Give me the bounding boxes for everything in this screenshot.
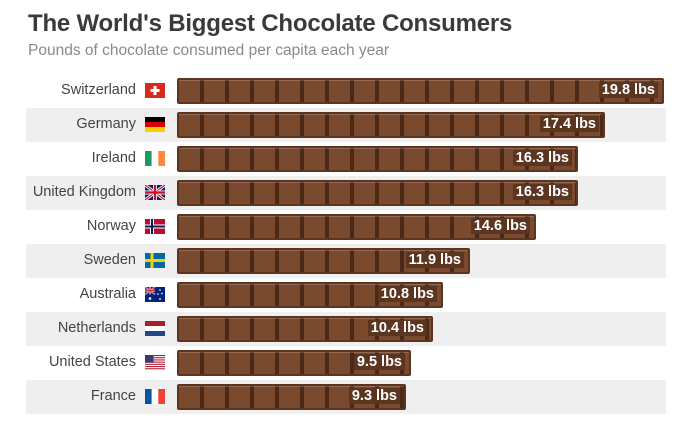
chocolate-bar: 16.3 lbs (177, 180, 578, 206)
chocolate-squares (179, 80, 662, 102)
united-kingdom-flag-icon (144, 183, 166, 202)
chocolate-squares (179, 216, 534, 238)
chocolate-squares (179, 284, 441, 306)
chocolate-bar: 10.4 lbs (177, 316, 433, 342)
value-label: 14.6 lbs (470, 218, 530, 234)
category-label: Sweden (83, 252, 136, 268)
value-label: 17.4 lbs (539, 116, 599, 132)
chocolate-squares (179, 148, 576, 170)
chocolate-squares (179, 114, 603, 136)
ireland-flag-icon (145, 151, 165, 166)
chart-row: Netherlands 10.4 lbs (26, 312, 666, 346)
chocolate-bar: 19.8 lbs (177, 78, 664, 104)
value-label: 16.3 lbs (512, 150, 572, 166)
chocolate-bar: 9.5 lbs (177, 350, 411, 376)
chocolate-bar: 14.6 lbs (177, 214, 536, 240)
france-flag-icon (145, 389, 165, 404)
value-label: 10.8 lbs (377, 286, 437, 302)
category-label: Germany (76, 116, 136, 132)
category-label: France (90, 388, 136, 404)
value-label: 11.9 lbs (405, 252, 464, 268)
united-states-flag-icon (145, 355, 165, 370)
value-label: 10.4 lbs (367, 320, 427, 336)
chocolate-bar: 10.8 lbs (177, 282, 443, 308)
category-label: Ireland (91, 150, 136, 166)
germany-flag-icon (145, 117, 165, 132)
netherlands-flag-icon (145, 321, 165, 336)
value-label: 16.3 lbs (512, 184, 572, 200)
chocolate-squares (179, 182, 576, 204)
value-label: 9.5 lbs (353, 354, 405, 370)
switzerland-flag-icon (145, 83, 165, 98)
value-label: 9.3 lbs (348, 388, 400, 404)
chocolate-squares (179, 250, 468, 272)
chart-row: Norway 14.6 lbs (26, 210, 666, 244)
category-label: Switzerland (61, 82, 136, 98)
category-label: United Kingdom (32, 184, 136, 200)
category-label: Australia (79, 286, 136, 302)
chocolate-bar: 17.4 lbs (177, 112, 605, 138)
chart-row: Ireland 16.3 lbs (26, 142, 666, 176)
category-label: United States (48, 354, 136, 370)
page-title: The World's Biggest Chocolate Consumers (28, 10, 513, 37)
chart-row: Australia 10.8 lbs (26, 278, 666, 312)
category-label: Norway (86, 218, 136, 234)
norway-flag-icon (145, 219, 165, 234)
chart-row: United Kingdom 16.3 lbs (26, 176, 666, 210)
chocolate-squares (179, 386, 404, 408)
chart-row: Germany 17.4 lbs (26, 108, 666, 142)
page-subtitle: Pounds of chocolate consumed per capita … (28, 42, 390, 59)
chart-row: United States 9.5 lbs (26, 346, 666, 380)
chocolate-squares (179, 352, 409, 374)
chart-row: Sweden 11.9 lbs (26, 244, 666, 278)
australia-flag-icon (144, 286, 165, 302)
category-label: Netherlands (57, 320, 136, 336)
value-label: 19.8 lbs (598, 82, 658, 98)
chart-row: Switzerland 19.8 lbs (26, 74, 666, 108)
chocolate-bar: 16.3 lbs (177, 146, 578, 172)
chocolate-bar: 11.9 lbs (177, 248, 470, 274)
bar-chart: Switzerland 19.8 lbs Germany 17.4 lbs Irelan… (26, 74, 668, 414)
chart-row: France 9.3 lbs (26, 380, 666, 414)
chocolate-bar: 9.3 lbs (177, 384, 406, 410)
sweden-flag-icon (145, 253, 165, 268)
